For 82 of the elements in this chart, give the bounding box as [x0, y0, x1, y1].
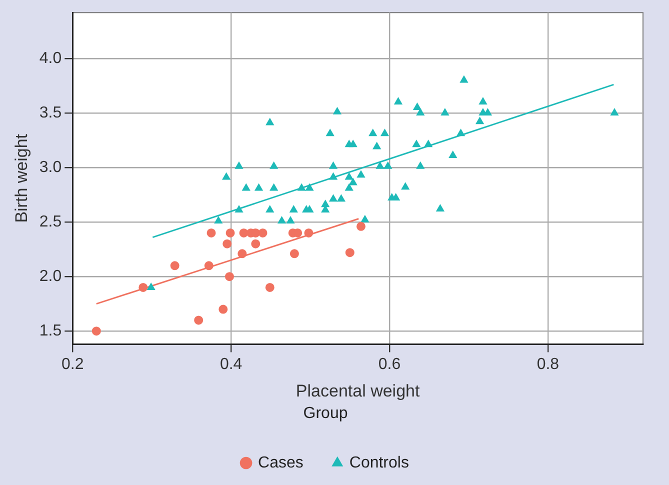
point [360, 215, 369, 222]
point [265, 282, 274, 292]
point [479, 98, 487, 105]
point [326, 129, 334, 136]
point [290, 206, 298, 213]
point [92, 326, 101, 336]
legend-label: Cases [258, 454, 304, 472]
point [356, 222, 366, 231]
point [329, 162, 338, 169]
point [194, 316, 204, 325]
point [440, 108, 449, 116]
point [345, 248, 354, 258]
point [329, 194, 338, 202]
legend-title: Group [303, 405, 348, 422]
point [206, 228, 216, 238]
x-tick-label: 0.4 [220, 356, 242, 374]
point [321, 200, 330, 208]
point [413, 103, 422, 110]
point [376, 162, 384, 169]
point [349, 178, 358, 186]
y-tick-label: 1.5 [39, 322, 62, 340]
point [147, 282, 156, 290]
point [412, 140, 420, 148]
point [218, 304, 228, 314]
point [345, 184, 354, 191]
point [304, 228, 314, 238]
point [235, 206, 243, 213]
point [306, 184, 314, 191]
point [476, 117, 484, 124]
y-tick-label: 2.5 [39, 213, 62, 230]
point [266, 118, 274, 126]
point [251, 239, 260, 248]
point [329, 172, 338, 180]
point [298, 184, 306, 191]
point [235, 162, 243, 169]
x-tick-label: 0.8 [536, 356, 560, 374]
point [357, 170, 365, 178]
point [266, 206, 274, 213]
point [204, 261, 214, 270]
point [448, 150, 457, 158]
point [610, 108, 618, 116]
point [349, 140, 358, 148]
point [170, 261, 180, 270]
point [456, 129, 465, 136]
point [380, 129, 389, 136]
point [222, 239, 232, 248]
point [278, 216, 286, 224]
point [242, 184, 250, 191]
point [222, 172, 230, 180]
y-axis-title: Birth weight [12, 134, 31, 223]
point [290, 249, 299, 258]
point [460, 76, 468, 83]
point [270, 162, 278, 169]
x-axis-title: Placental weight [296, 381, 420, 400]
point [286, 216, 294, 224]
point [416, 108, 424, 116]
point [416, 162, 424, 169]
point [270, 184, 278, 191]
point [138, 282, 148, 292]
point [372, 142, 381, 150]
y-tick-label: 4.0 [39, 50, 62, 67]
point [254, 184, 263, 191]
legend-label: Controls [349, 454, 409, 472]
point [345, 172, 354, 180]
x-tick-label: 0.2 [62, 356, 84, 374]
point [214, 216, 222, 224]
point [394, 98, 402, 105]
point [226, 228, 235, 238]
point [401, 182, 410, 190]
point [424, 140, 432, 148]
y-tick-label: 3.5 [39, 104, 62, 122]
point [238, 249, 247, 258]
point [384, 162, 392, 169]
y-tick-label: 2.0 [39, 268, 62, 285]
point [368, 129, 377, 136]
point [224, 272, 234, 282]
point [258, 228, 268, 238]
point [436, 204, 444, 212]
x-tick-label: 0.6 [378, 356, 401, 374]
point [333, 107, 342, 114]
point [337, 194, 346, 202]
y-tick-label: 3.0 [39, 158, 62, 176]
